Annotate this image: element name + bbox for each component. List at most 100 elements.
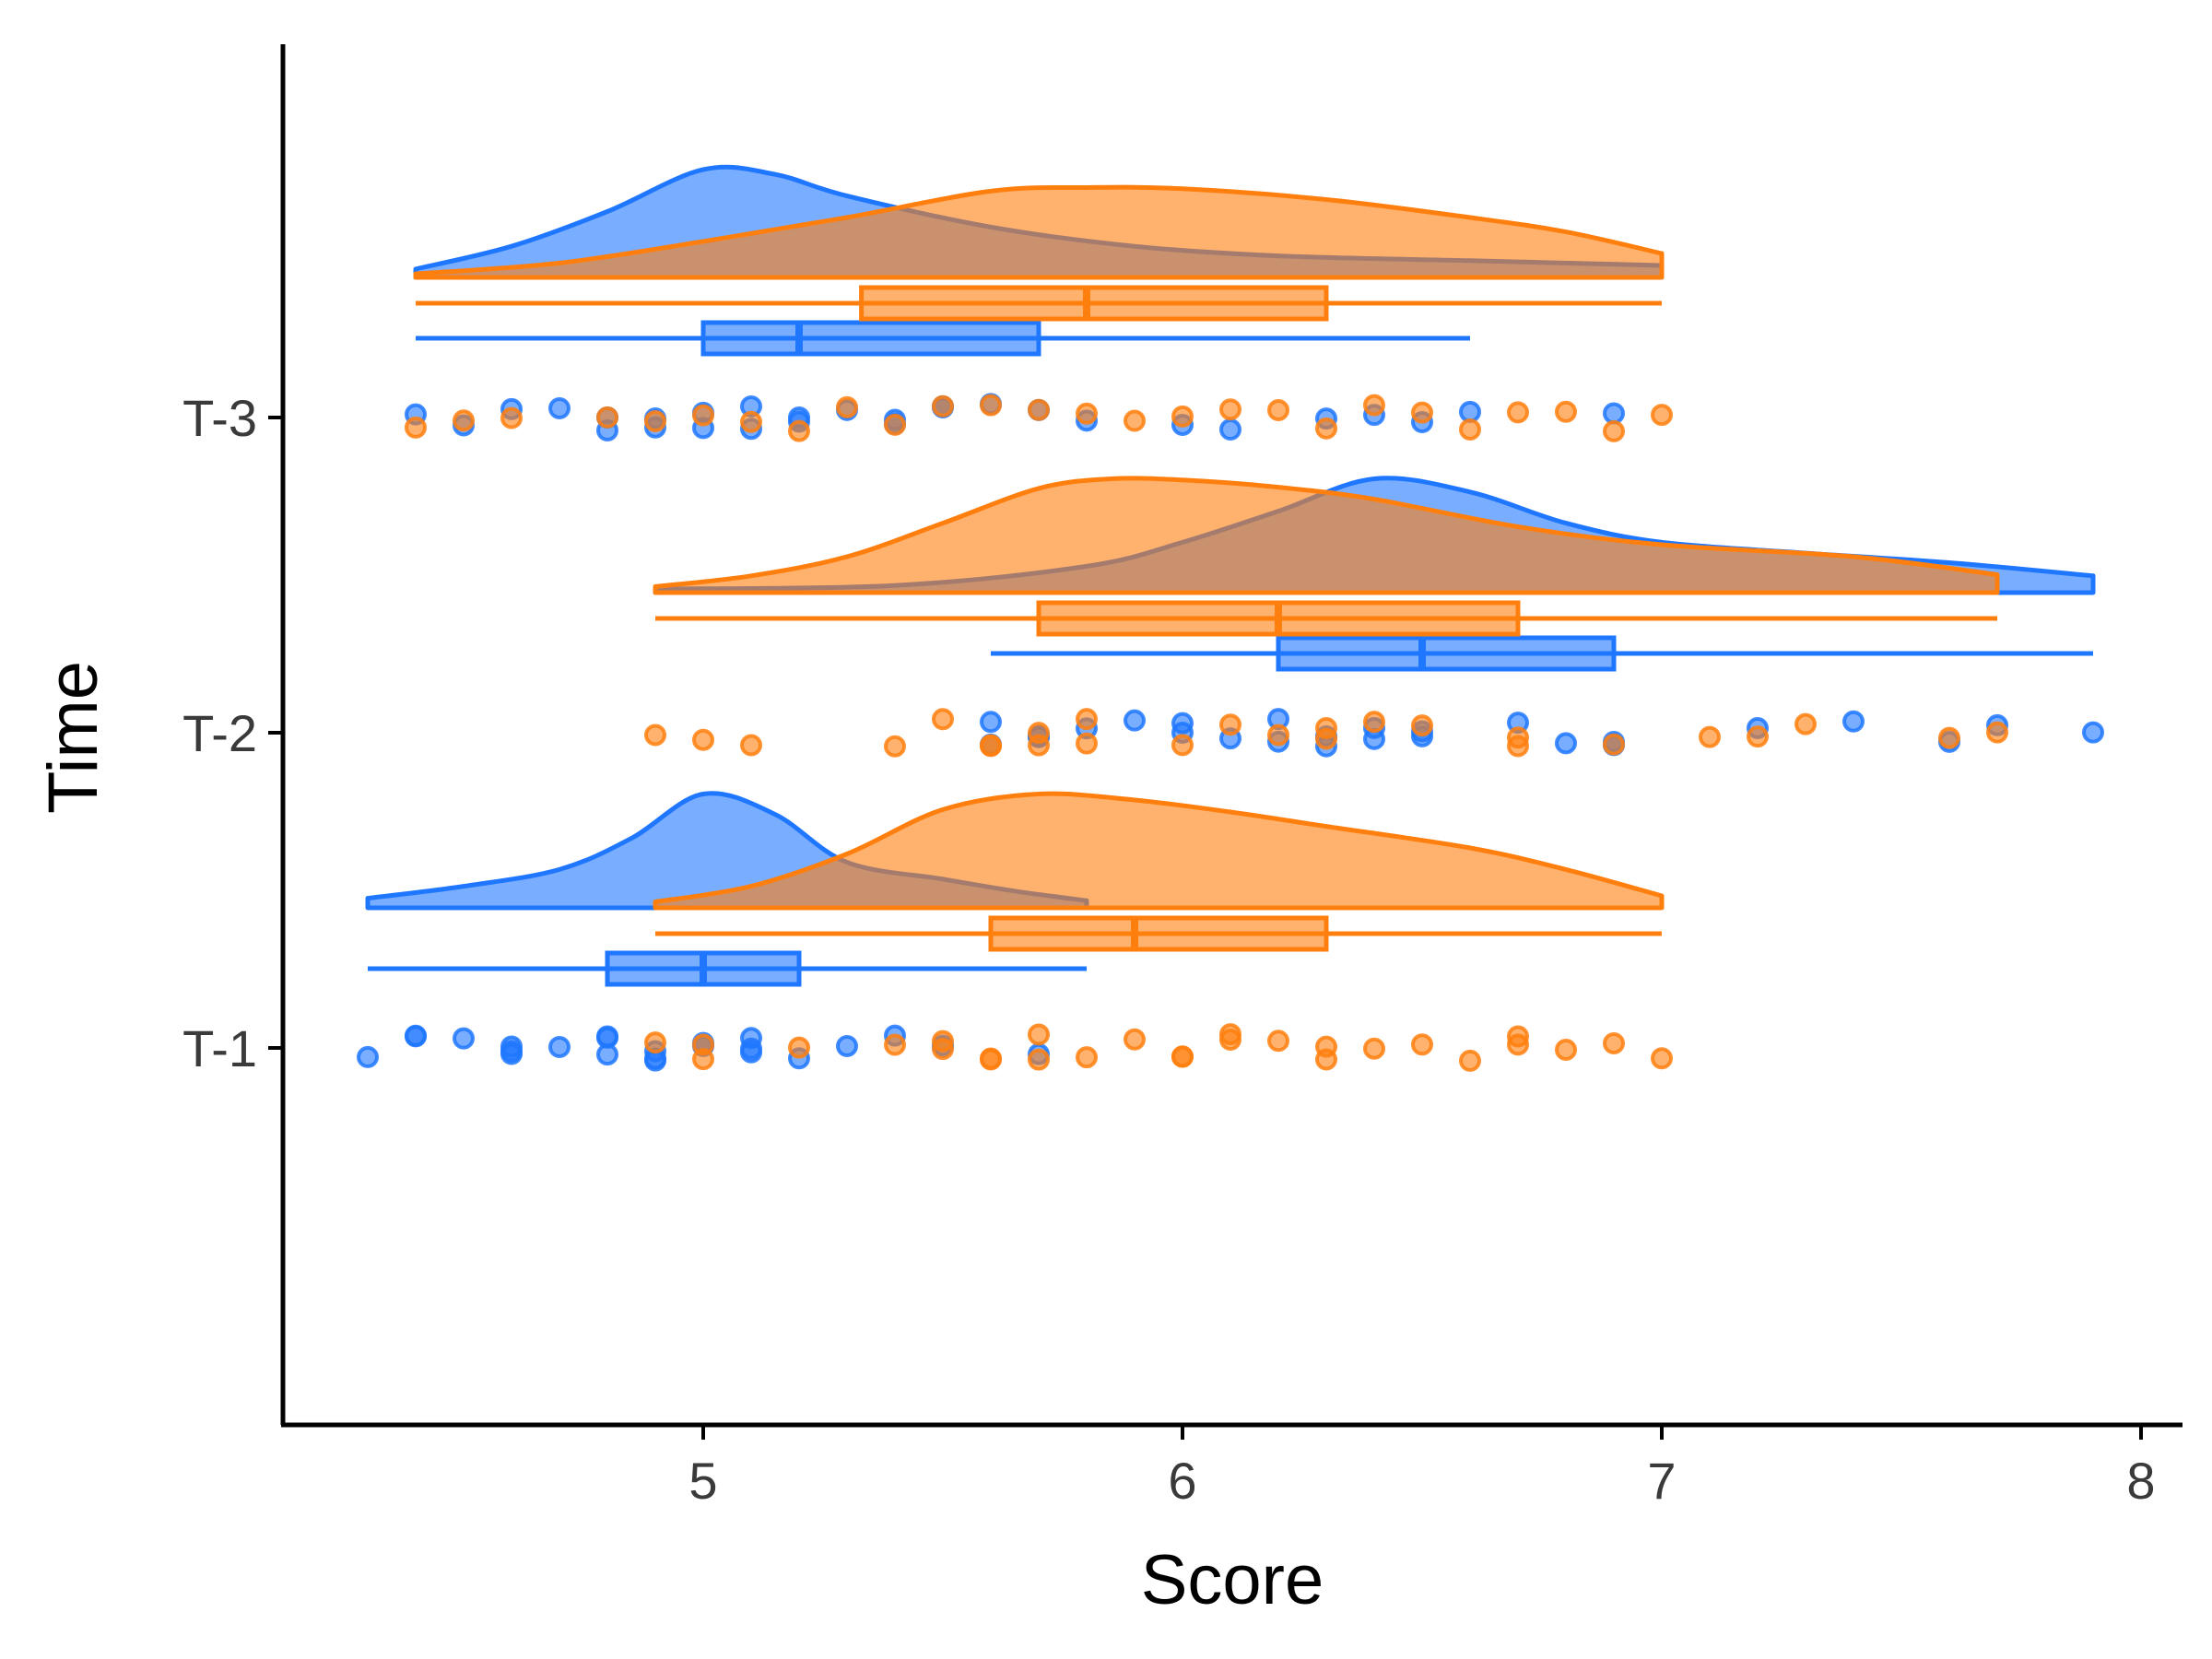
group-t-2 (644, 476, 2104, 758)
box-blue (1276, 635, 1617, 672)
point-blue (1459, 400, 1481, 423)
point-orange (692, 404, 714, 427)
point-blue (500, 1035, 523, 1058)
point-orange (1603, 1031, 1625, 1054)
point-orange (644, 409, 666, 432)
x-axis-ticks: 5 6 7 8 (688, 1425, 2156, 1510)
point-orange (1507, 1033, 1529, 1056)
density-orange (413, 184, 1665, 280)
point-orange (1124, 1028, 1146, 1051)
point-orange (1315, 1048, 1337, 1071)
point-orange (1507, 401, 1529, 424)
box-orange (988, 915, 1329, 952)
point-orange (1411, 714, 1433, 737)
y-axis-title: Time (34, 661, 112, 814)
point-blue (740, 1041, 762, 1064)
group-t-3 (405, 164, 1673, 442)
series-layer (357, 164, 2104, 1072)
point-orange (1555, 1039, 1577, 1062)
plot-area (357, 164, 2104, 1072)
x-tick-label: 6 (1168, 1452, 1196, 1510)
point-orange (1603, 733, 1625, 756)
point-orange (644, 724, 666, 747)
point-blue (548, 1035, 571, 1058)
point-orange (932, 708, 954, 731)
point-orange (1986, 721, 2008, 744)
point-orange (980, 734, 1002, 757)
x-tick-label: 5 (688, 1452, 717, 1510)
point-orange (1219, 713, 1241, 736)
point-orange (1747, 725, 1769, 748)
point-blue (644, 1049, 666, 1072)
point-blue (596, 1043, 618, 1066)
point-orange (1028, 398, 1050, 421)
point-blue (1842, 710, 1865, 733)
point-orange (1267, 1030, 1289, 1053)
x-axis-title: Score (1141, 1541, 1324, 1619)
point-orange (1171, 1045, 1194, 1068)
box-orange (859, 285, 1329, 322)
point-orange (1267, 399, 1289, 422)
point-blue (2082, 721, 2104, 744)
point-orange (980, 1047, 1002, 1070)
point-orange (1076, 402, 1098, 425)
point-orange (1651, 1047, 1673, 1070)
density-orange (653, 791, 1665, 911)
point-orange (1124, 409, 1146, 432)
point-orange (1411, 1033, 1433, 1056)
point-blue (1219, 418, 1241, 441)
point-orange (1219, 398, 1241, 421)
point-orange (453, 409, 475, 432)
point-orange (1459, 1049, 1481, 1072)
point-orange (596, 406, 618, 429)
point-orange (1363, 1037, 1385, 1060)
point-orange (884, 1033, 906, 1056)
point-blue (357, 1045, 379, 1068)
point-orange (1459, 418, 1481, 441)
point-orange (1028, 722, 1050, 745)
point-orange (405, 416, 427, 439)
point-orange (932, 1030, 954, 1053)
point-orange (1699, 725, 1721, 748)
point-orange (788, 1036, 810, 1059)
point-orange (692, 1033, 714, 1056)
point-orange (1363, 711, 1385, 734)
point-orange (1028, 1023, 1050, 1046)
y-tick-label: T-1 (182, 1019, 257, 1077)
point-orange (980, 394, 1002, 417)
point-blue (548, 396, 571, 419)
point-blue (836, 1035, 858, 1058)
point-orange (1171, 734, 1194, 757)
point-orange (740, 734, 762, 757)
group-t-1 (357, 791, 1673, 1072)
point-orange (932, 394, 954, 418)
point-orange (1219, 1023, 1241, 1046)
point-orange (884, 413, 906, 436)
y-tick-label: T-2 (182, 704, 257, 762)
box-blue (700, 320, 1041, 357)
point-orange (644, 1031, 666, 1054)
point-orange (1315, 417, 1337, 440)
point-orange (836, 395, 858, 418)
x-tick-label: 8 (2126, 1452, 2155, 1510)
point-orange (692, 728, 714, 751)
point-orange (788, 419, 810, 442)
point-orange (1938, 726, 1960, 749)
density-orange (653, 476, 2000, 595)
point-orange (1363, 394, 1385, 417)
point-orange (1076, 708, 1098, 731)
point-orange (1555, 400, 1577, 423)
point-orange (884, 735, 906, 758)
point-blue (980, 711, 1002, 734)
y-axis-ticks: T-1 T-2 T-3 (182, 389, 283, 1077)
point-orange (1411, 401, 1433, 424)
point-orange (1267, 724, 1289, 747)
point-orange (1171, 405, 1194, 428)
point-blue (1603, 402, 1625, 425)
point-orange (1603, 419, 1625, 442)
point-orange (1076, 1046, 1098, 1069)
point-orange (1794, 712, 1817, 735)
x-tick-label: 7 (1647, 1452, 1676, 1510)
point-orange (1507, 735, 1529, 758)
